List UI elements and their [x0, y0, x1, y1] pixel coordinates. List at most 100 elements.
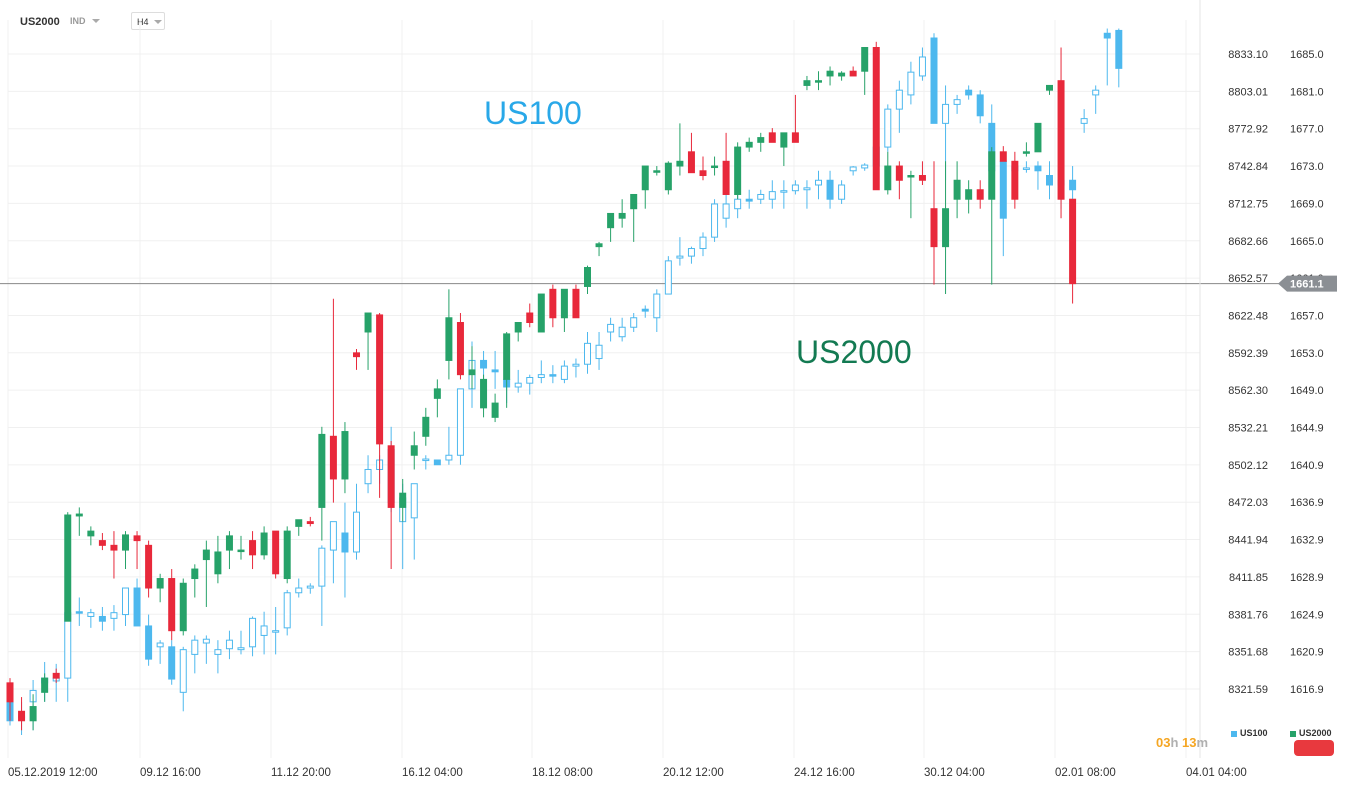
candle-body [1069, 198, 1077, 285]
candle-body [1080, 118, 1088, 124]
candle-body [560, 365, 568, 380]
legend-us100-swatch [1231, 730, 1237, 737]
candle-body [664, 162, 672, 191]
right-axis-tick-label: 1681.0 [1290, 86, 1324, 98]
candle-body [641, 165, 649, 191]
candle-body [687, 248, 695, 257]
left-axis-tick-label: 8351.68 [1228, 647, 1268, 659]
x-axis-tick-label: 02.01 08:00 [1055, 767, 1116, 779]
x-axis-tick-label: 20.12 12:00 [663, 767, 724, 779]
candle-body [1022, 167, 1030, 170]
x-axis-tick-label: 24.12 16:00 [794, 767, 855, 779]
candle-body [884, 108, 892, 148]
candle-body [999, 151, 1007, 162]
candle-body [387, 445, 395, 508]
timer-hours: 03 [1156, 735, 1171, 750]
candle-body [145, 544, 153, 589]
candle-body [456, 388, 464, 456]
candle-body [491, 369, 499, 373]
legend-us2000-swatch [1290, 730, 1296, 737]
candle-body [872, 47, 880, 191]
left-axis-tick-label: 8803.01 [1228, 86, 1268, 98]
candle-body [480, 378, 488, 409]
candle-body [815, 179, 822, 186]
candle-body [410, 483, 418, 519]
candle-body [757, 137, 765, 143]
left-axis-tick-label: 8321.59 [1228, 684, 1268, 696]
sell-button[interactable] [1294, 740, 1334, 756]
candle-body [110, 544, 118, 551]
current-price-tag: 1661.1 [1278, 275, 1337, 292]
current-price-label: 1661.1 [1290, 279, 1324, 291]
candle-body [168, 646, 176, 680]
left-axis-tick-label: 8742.84 [1228, 161, 1268, 173]
candle-body [225, 639, 233, 650]
candle-body [595, 243, 603, 248]
left-axis-tick-label: 8472.03 [1228, 497, 1268, 509]
candle-body [618, 326, 626, 338]
candle-body [630, 193, 638, 210]
indicator-dropdown-icon[interactable] [92, 19, 100, 23]
right-axis-tick-label: 1665.0 [1290, 236, 1324, 248]
candle-body [745, 141, 753, 148]
candle-body [410, 445, 418, 456]
candle-body [18, 710, 26, 722]
candle-body [630, 317, 638, 328]
candle-body [884, 165, 892, 191]
candle-body [895, 165, 903, 181]
candle-body [295, 587, 303, 594]
legend-us100: US100 [1231, 728, 1268, 738]
timer-minutes-unit: m [1196, 735, 1209, 750]
candle-body [607, 212, 615, 229]
candle-body [1057, 80, 1065, 200]
right-axis-tick-label: 1632.9 [1290, 535, 1324, 547]
candle-body [329, 521, 337, 551]
candle-body [549, 288, 557, 319]
candle-body [98, 615, 106, 622]
axes: 8833.10 1685.0 8803.01 1681.0 8772.92 1677.0 8… [8, 0, 1337, 779]
candle-body [156, 578, 164, 589]
timer-minutes: 13 [1182, 735, 1197, 750]
timeframe-selector[interactable]: H4 [131, 12, 165, 30]
candle-body [699, 170, 707, 177]
grid-lines [7, 20, 1200, 758]
left-axis-tick-label: 8411.85 [1229, 572, 1268, 584]
candle-body [179, 649, 187, 693]
x-axis-tick-label: 18.12 08:00 [532, 767, 593, 779]
candle-body [653, 170, 661, 173]
right-axis-tick-label: 1620.9 [1290, 647, 1324, 659]
candle-body [918, 175, 926, 181]
candle-body [791, 184, 799, 192]
x-axis-tick-label: 11.12 20:00 [271, 767, 331, 779]
right-axis-tick-label: 1673.0 [1290, 161, 1324, 173]
x-axis-tick-label: 04.01 04:00 [1186, 767, 1247, 779]
candle-body [653, 293, 661, 319]
candle-body [976, 94, 984, 117]
candle-body [849, 70, 857, 77]
candle-body [306, 585, 314, 589]
candle-body [526, 377, 534, 384]
candle-body [445, 454, 453, 461]
candle-body [191, 568, 199, 580]
candle-body [953, 179, 961, 200]
left-axis-tick-label: 8532.21 [1228, 423, 1268, 435]
candle-body [907, 71, 915, 96]
candle-body [965, 189, 973, 200]
right-axis-tick-label: 1653.0 [1290, 348, 1324, 360]
candle-body [272, 630, 280, 633]
candle-body [1022, 151, 1030, 154]
candle-body [676, 255, 684, 259]
right-axis-tick-label: 1669.0 [1290, 198, 1324, 210]
candle-body [75, 611, 83, 614]
candle-body [202, 549, 210, 561]
candle-body [918, 56, 926, 77]
candle-body [699, 236, 707, 250]
candle-body [942, 208, 950, 248]
x-axis-tick-label: 09.12 16:00 [140, 767, 201, 779]
symbol-selector[interactable]: US2000 [20, 16, 60, 28]
candle-body [768, 191, 776, 200]
candle-body [895, 89, 903, 110]
candle-body [249, 540, 257, 556]
indicator-button[interactable]: IND [70, 16, 86, 26]
